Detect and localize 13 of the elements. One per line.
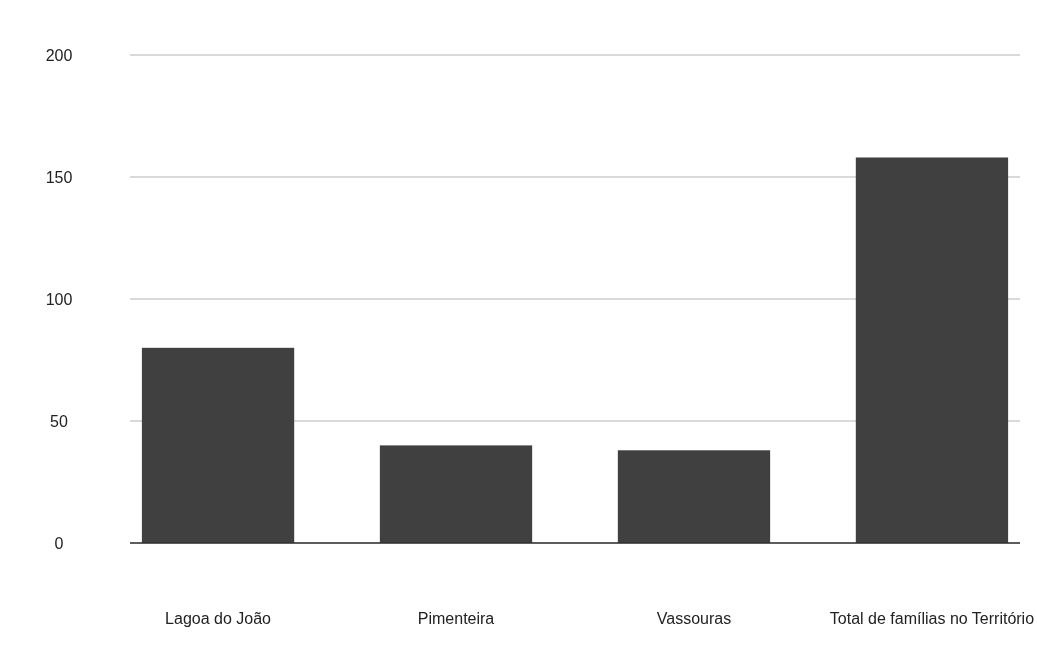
- y-tick-label: 200: [45, 46, 73, 64]
- bar: [617, 450, 771, 543]
- x-tick-label: Pimenteira: [417, 610, 495, 628]
- x-tick-label: Lagoa do João: [165, 610, 272, 628]
- y-tick-label: 0: [54, 534, 64, 552]
- x-tick-label: Total de famílias no Território: [829, 610, 1035, 628]
- y-tick-label: 50: [50, 412, 68, 430]
- y-tick-label: 100: [45, 290, 73, 308]
- bar: [379, 445, 533, 543]
- x-tick-label: Vassouras: [656, 610, 732, 628]
- bar: [141, 347, 295, 543]
- bar: [855, 157, 1009, 543]
- y-tick-label: 150: [45, 168, 73, 186]
